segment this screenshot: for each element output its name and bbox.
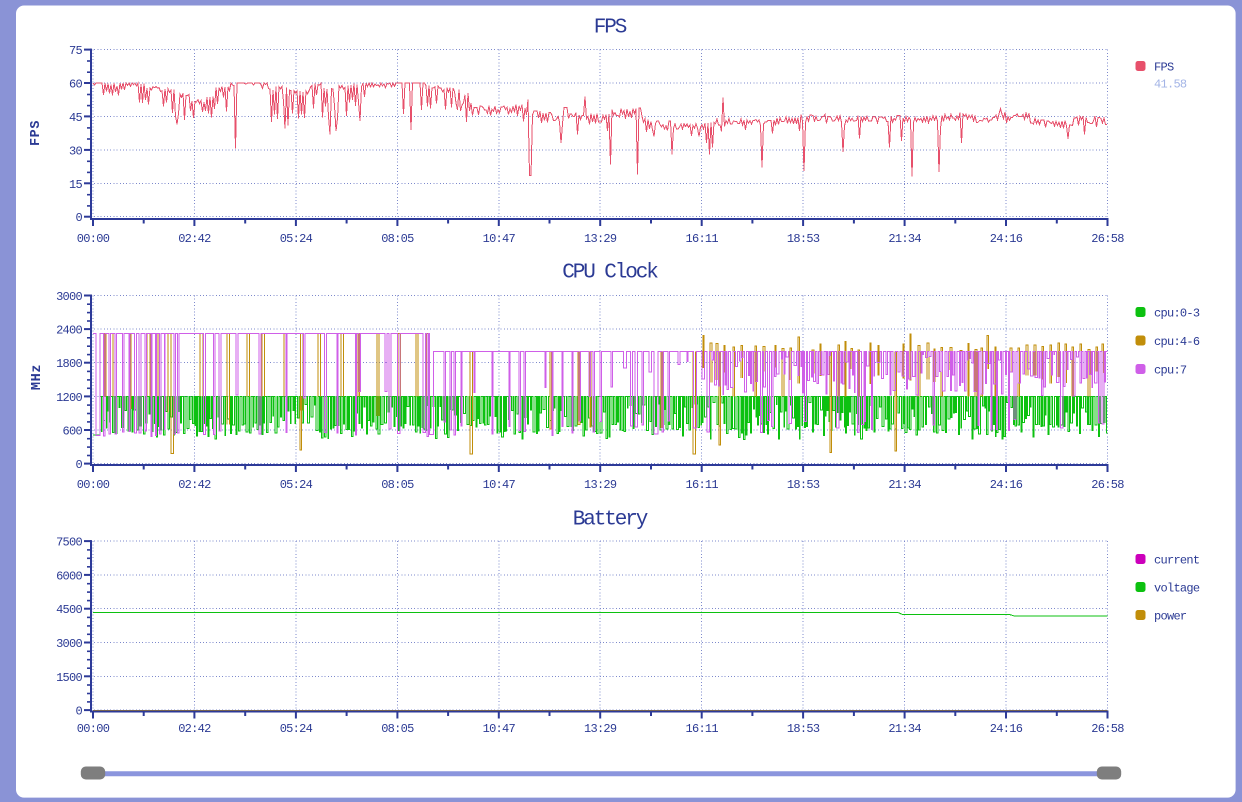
svg-text:18:53: 18:53 bbox=[787, 722, 820, 736]
svg-text:600: 600 bbox=[63, 425, 83, 439]
svg-text:60: 60 bbox=[69, 78, 82, 92]
svg-text:current: current bbox=[1154, 554, 1199, 568]
svg-text:power: power bbox=[1154, 610, 1187, 624]
svg-text:13:29: 13:29 bbox=[584, 232, 617, 246]
svg-text:00:00: 00:00 bbox=[77, 232, 110, 246]
svg-text:16:11: 16:11 bbox=[685, 722, 718, 736]
svg-text:CPU Clock: CPU Clock bbox=[562, 262, 658, 285]
svg-text:45: 45 bbox=[69, 111, 82, 125]
svg-text:10:47: 10:47 bbox=[483, 478, 516, 492]
svg-text:0: 0 bbox=[76, 211, 83, 225]
svg-text:cpu:4-6: cpu:4-6 bbox=[1154, 335, 1200, 349]
svg-text:1800: 1800 bbox=[56, 357, 82, 371]
svg-text:26:58: 26:58 bbox=[1091, 232, 1124, 246]
svg-text:cpu:7: cpu:7 bbox=[1154, 364, 1187, 378]
svg-text:30: 30 bbox=[69, 144, 82, 158]
svg-text:1500: 1500 bbox=[56, 671, 82, 685]
svg-text:Battery: Battery bbox=[573, 509, 648, 532]
svg-text:05:24: 05:24 bbox=[280, 722, 313, 736]
svg-text:75: 75 bbox=[69, 44, 82, 58]
svg-text:21:34: 21:34 bbox=[888, 478, 921, 492]
svg-text:00:00: 00:00 bbox=[77, 478, 110, 492]
svg-text:1200: 1200 bbox=[56, 391, 82, 405]
svg-text:00:00: 00:00 bbox=[77, 722, 110, 736]
svg-text:05:24: 05:24 bbox=[280, 478, 313, 492]
svg-text:7500: 7500 bbox=[56, 536, 82, 550]
svg-text:4500: 4500 bbox=[56, 603, 82, 617]
svg-text:41.58: 41.58 bbox=[1154, 78, 1187, 92]
svg-text:18:53: 18:53 bbox=[787, 478, 820, 492]
svg-text:0: 0 bbox=[76, 705, 83, 719]
svg-text:FPS: FPS bbox=[1154, 61, 1174, 75]
svg-text:10:47: 10:47 bbox=[483, 722, 516, 736]
svg-text:24:16: 24:16 bbox=[990, 722, 1023, 736]
svg-text:MHz: MHz bbox=[30, 364, 45, 390]
svg-text:10:47: 10:47 bbox=[483, 232, 516, 246]
svg-text:08:05: 08:05 bbox=[381, 722, 414, 736]
svg-text:26:58: 26:58 bbox=[1091, 722, 1124, 736]
svg-text:21:34: 21:34 bbox=[888, 722, 921, 736]
svg-text:13:29: 13:29 bbox=[584, 722, 617, 736]
svg-text:FPS: FPS bbox=[29, 120, 44, 146]
svg-text:voltage: voltage bbox=[1154, 582, 1200, 596]
svg-text:05:24: 05:24 bbox=[280, 232, 313, 246]
svg-text:16:11: 16:11 bbox=[685, 232, 718, 246]
svg-text:2400: 2400 bbox=[56, 324, 82, 338]
svg-text:21:34: 21:34 bbox=[888, 232, 921, 246]
svg-text:08:05: 08:05 bbox=[381, 232, 414, 246]
svg-text:02:42: 02:42 bbox=[178, 722, 211, 736]
svg-text:0: 0 bbox=[76, 458, 83, 472]
svg-text:08:05: 08:05 bbox=[381, 478, 414, 492]
svg-text:02:42: 02:42 bbox=[178, 478, 211, 492]
svg-text:02:42: 02:42 bbox=[178, 232, 211, 246]
svg-text:FPS: FPS bbox=[594, 17, 627, 40]
svg-text:18:53: 18:53 bbox=[787, 232, 820, 246]
svg-text:24:16: 24:16 bbox=[990, 478, 1023, 492]
svg-text:6000: 6000 bbox=[56, 569, 82, 583]
svg-text:3000: 3000 bbox=[56, 637, 82, 651]
svg-text:24:16: 24:16 bbox=[990, 232, 1023, 246]
svg-text:26:58: 26:58 bbox=[1091, 478, 1124, 492]
svg-text:13:29: 13:29 bbox=[584, 478, 617, 492]
svg-text:3000: 3000 bbox=[56, 290, 82, 304]
svg-text:15: 15 bbox=[69, 178, 82, 192]
svg-text:cpu:0-3: cpu:0-3 bbox=[1154, 307, 1200, 321]
svg-text:16:11: 16:11 bbox=[685, 478, 718, 492]
